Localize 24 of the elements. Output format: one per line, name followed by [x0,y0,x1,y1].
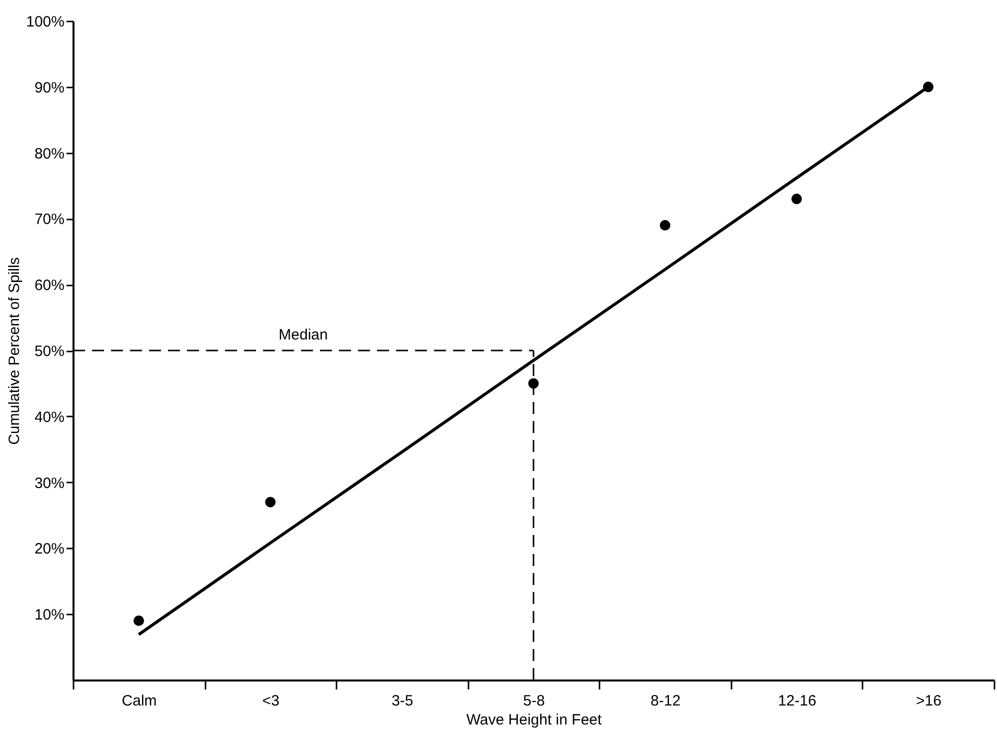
x-axis-title: Wave Height in Feet [466,712,602,728]
y-tick-label: 60% [34,277,64,294]
y-tick-label: 10% [34,606,64,624]
x-tick-label: 8-12 [650,692,681,710]
x-tick-label: 12-16 [778,692,816,710]
y-tick-label: 90% [34,79,64,96]
y-tick-label: 70% [34,211,64,228]
ref-line-label: Median [278,326,328,344]
x-tick-label: 5-8 [523,692,545,710]
y-tick-label: 30% [34,474,64,492]
x-tick-label: 3-5 [392,692,414,710]
x-tick-label: >16 [916,692,942,710]
y-axis-title: Cumulative Percent of Spills [6,257,24,445]
point [265,496,276,508]
point [660,220,670,231]
y-tick-label: 20% [34,540,64,558]
point [134,615,144,626]
x-tick-label: Calm [122,692,157,710]
x-tick-label: <3 [262,692,280,710]
y-tick-label: 100% [26,14,64,30]
y-tick-label: 50% [34,343,64,360]
y-tick-label: 80% [34,145,64,162]
y-tick-label: 40% [34,408,64,426]
point [791,194,802,204]
